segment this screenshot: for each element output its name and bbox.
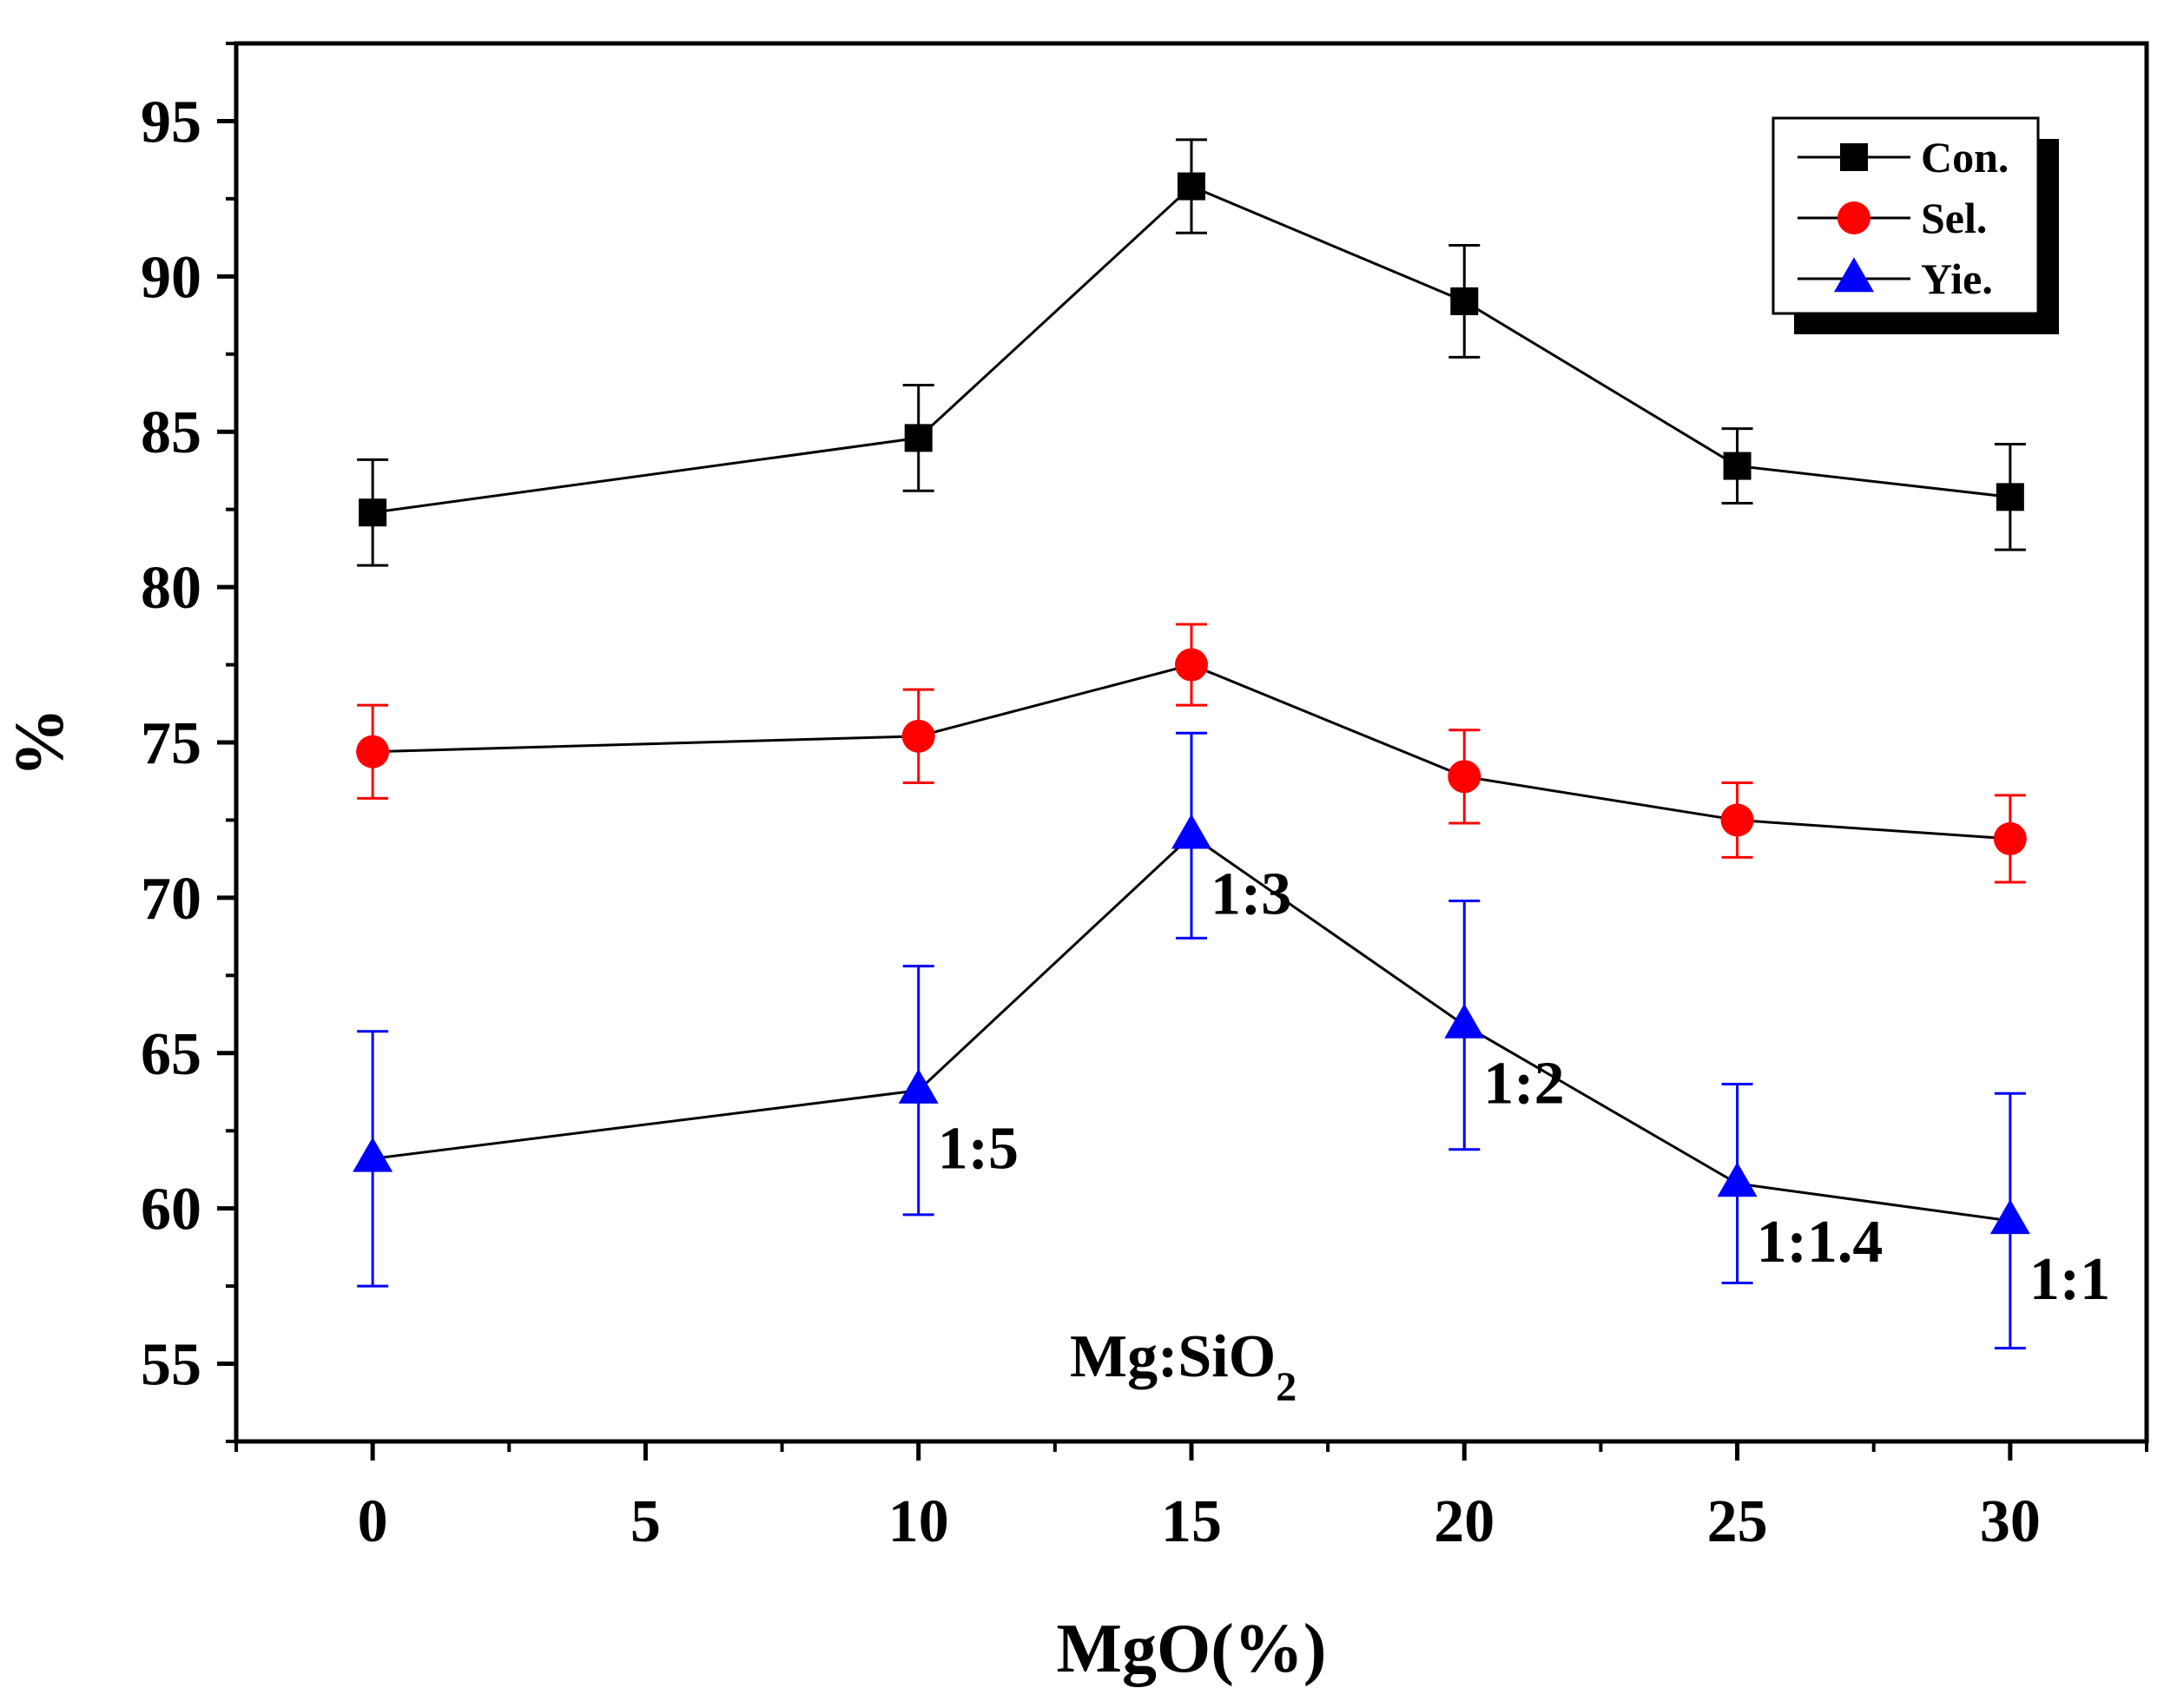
data-point: [1723, 452, 1752, 480]
y-tick-label: 65: [141, 1021, 201, 1088]
series-line: [373, 663, 2010, 841]
y-tick-label: 95: [141, 89, 201, 155]
legend-item: Con.: [1798, 133, 2009, 181]
x-tick-label: 30: [1980, 1488, 2041, 1555]
data-point: [353, 1137, 393, 1172]
data-point: [1720, 803, 1754, 837]
data-point: [1171, 814, 1211, 849]
series-line: [372, 834, 2011, 1223]
data-point: [1993, 821, 2027, 855]
data-point: [1450, 287, 1479, 315]
legend: Con. Sel. Yie.: [1771, 116, 2059, 334]
legend-label: Sel.: [1921, 194, 1987, 242]
inset-label: Mg:SiO2: [1070, 1323, 1296, 1410]
series-con: [357, 138, 2026, 567]
x-tick-label: 5: [630, 1488, 661, 1555]
data-point: [898, 1068, 939, 1104]
legend-item: Yie.: [1798, 254, 1993, 303]
data-point: [904, 424, 933, 452]
series-layer: [353, 138, 2030, 1350]
x-tick-label: 20: [1434, 1488, 1494, 1555]
data-point: [1444, 1003, 1485, 1039]
y-tick-label: 90: [141, 244, 201, 311]
data-point: [901, 719, 935, 753]
x-tick-label: 10: [888, 1488, 949, 1555]
y-tick-label: 85: [141, 399, 201, 466]
ratio-annotation: 1:1: [2029, 1246, 2110, 1313]
y-tick-label: 80: [141, 555, 201, 622]
annotation-layer: 1:5 1:3 1:2 1:1.4 1:1: [938, 861, 2110, 1313]
data-point: [1989, 1199, 2030, 1235]
data-point: [1175, 648, 1208, 682]
y-tick-label: 60: [141, 1177, 201, 1243]
ratio-annotation: 1:1.4: [1757, 1209, 1884, 1276]
x-tick-label: 0: [358, 1488, 388, 1555]
data-point: [1717, 1162, 1758, 1197]
legend-marker: [1840, 143, 1868, 171]
y-tick-label: 55: [141, 1332, 201, 1399]
data-point: [356, 735, 390, 768]
data-point: [1178, 172, 1205, 201]
ratio-annotation: 1:3: [1211, 861, 1291, 927]
legend-label: Yie.: [1921, 254, 1993, 303]
series-yie: [353, 731, 2030, 1350]
y-axis-ticks: 55 60 65 70 75 80 85 90 95: [141, 42, 236, 1443]
y-tick-label: 70: [141, 866, 201, 933]
y-tick-label: 75: [141, 710, 201, 777]
legend-item: Sel.: [1798, 194, 1987, 242]
series-sel: [356, 623, 2027, 884]
data-point: [1448, 760, 1481, 794]
legend-box: [1771, 116, 2040, 315]
inset-label-main: Mg:SiO: [1070, 1323, 1276, 1390]
ratio-annotation: 1:5: [938, 1116, 1019, 1183]
legend-label: Con.: [1921, 133, 2009, 181]
x-tick-label: 25: [1707, 1488, 1768, 1555]
data-point: [359, 498, 387, 527]
data-point: [1996, 483, 2024, 511]
inset-label-subscript: 2: [1276, 1364, 1296, 1410]
x-axis-label: MgO(%): [1056, 1611, 1326, 1687]
legend-marker: [1837, 201, 1870, 234]
x-tick-label: 15: [1161, 1488, 1222, 1555]
ratio-annotation: 1:2: [1483, 1051, 1564, 1118]
series-line: [372, 184, 2011, 514]
legend-marker: [1834, 257, 1874, 293]
x-axis-ticks: 0 5 10 15 20 25 30: [234, 1441, 2148, 1555]
y-axis-label: %: [2, 708, 78, 777]
